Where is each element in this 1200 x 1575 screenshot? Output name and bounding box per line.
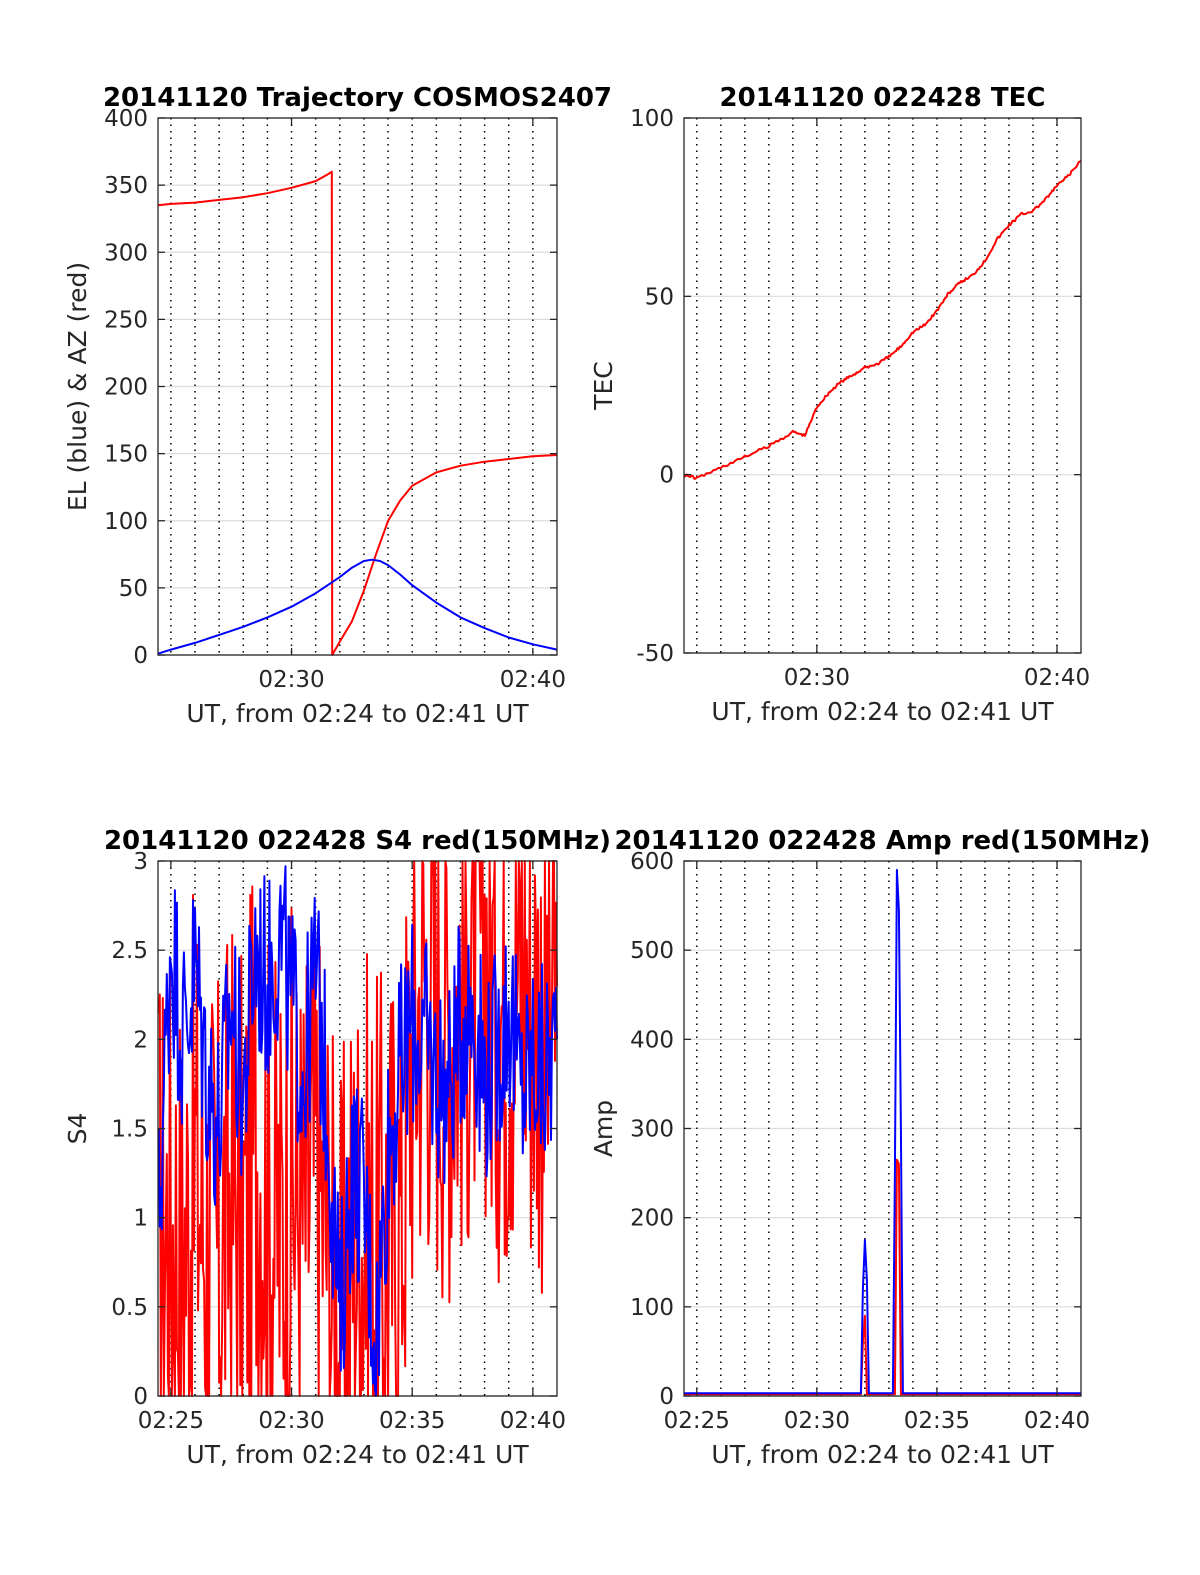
x-tick-label: 02:40 [1024,1408,1090,1434]
y-tick-label: 0 [659,1384,674,1410]
series-line-amp-1 [684,868,1081,1395]
y-tick-label: 0 [133,1384,148,1410]
x-tick-label: 02:35 [379,1408,445,1434]
y-tick-label: 100 [630,1295,674,1321]
panel-amp: 0 100 200 300 400 500 600 02:25 02:30 02:35 02:40 2… [589,826,1151,1469]
y-axis-label: EL (blue) & AZ (red) [63,262,92,511]
chart-title: 20141120 022428 Amp red(150MHz) [614,826,1150,856]
panel-tec: -50 0 50 100 02:30 02:40 20141120 022428 TEC UT… [589,83,1090,726]
x-tick-label: 02:30 [258,667,324,693]
series-line-trajectory-0 [157,170,558,656]
y-tick-label: 0 [133,643,148,669]
x-tick-label: 02:30 [784,665,850,691]
series-line-tec-0 [683,159,1082,480]
x-axis-label: UT, from 02:24 to 02:41 UT [186,1440,529,1469]
y-tick-label: 500 [630,938,674,964]
series-line-s4-0 [157,860,558,1397]
x-tick-label: 02:30 [258,1408,324,1434]
series-line-amp-0 [684,1158,1081,1396]
y-axis-label: Amp [589,1100,618,1157]
y-tick-label: 3 [133,849,148,875]
y-tick-label: 300 [104,240,148,266]
x-axis-label: UT, from 02:24 to 02:41 UT [186,699,529,728]
y-tick-label: 600 [630,849,674,875]
y-tick-label: 300 [630,1117,674,1143]
y-axis-label: S4 [63,1113,92,1145]
x-tick-label: 02:35 [904,1408,970,1434]
y-tick-label: 2 [133,1027,148,1053]
panel-trajectory: 0 50 100 150 200 250 300 350 400 02:30 02:40 201411… [63,83,612,728]
y-tick-label: 0 [659,463,674,489]
panel-s4: 0 0.5 1 1.5 2 2.5 3 02:25 02:30 02:35 02:40 2014112… [63,826,611,1469]
chart-title: 20141120 022428 TEC [720,83,1046,113]
x-tick-label: 02:40 [500,667,566,693]
x-tick-label: 02:30 [784,1408,850,1434]
y-tick-label: 1 [133,1206,148,1232]
y-tick-label: 50 [119,576,148,602]
y-tick-label: -50 [636,641,674,667]
series-line-s4-1 [157,865,558,1397]
y-tick-label: 250 [104,307,148,333]
y-tick-label: 400 [630,1027,674,1053]
x-tick-label: 02:40 [500,1408,566,1434]
x-tick-label: 02:25 [664,1408,730,1434]
y-tick-label: 400 [104,106,148,132]
x-tick-label: 02:40 [1024,665,1090,691]
chart-title: 20141120 Trajectory COSMOS2407 [103,83,612,113]
y-tick-label: 50 [645,284,674,310]
series-line-trajectory-1 [157,558,558,655]
axes-frame [683,117,1082,654]
y-tick-label: 1.5 [111,1117,148,1143]
y-tick-label: 100 [104,509,148,535]
y-tick-label: 350 [104,173,148,199]
y-tick-label: 100 [630,106,674,132]
y-axis-label: TEC [589,361,618,411]
x-axis-label: UT, from 02:24 to 02:41 UT [711,697,1054,726]
y-tick-label: 150 [104,442,148,468]
y-tick-label: 0.5 [111,1295,148,1321]
x-tick-label: 02:25 [138,1408,204,1434]
chart-title: 20141120 022428 S4 red(150MHz) [104,826,611,856]
y-tick-label: 200 [104,375,148,401]
x-axis-label: UT, from 02:24 to 02:41 UT [711,1440,1054,1469]
y-tick-label: 2.5 [111,938,148,964]
y-tick-label: 200 [630,1206,674,1232]
